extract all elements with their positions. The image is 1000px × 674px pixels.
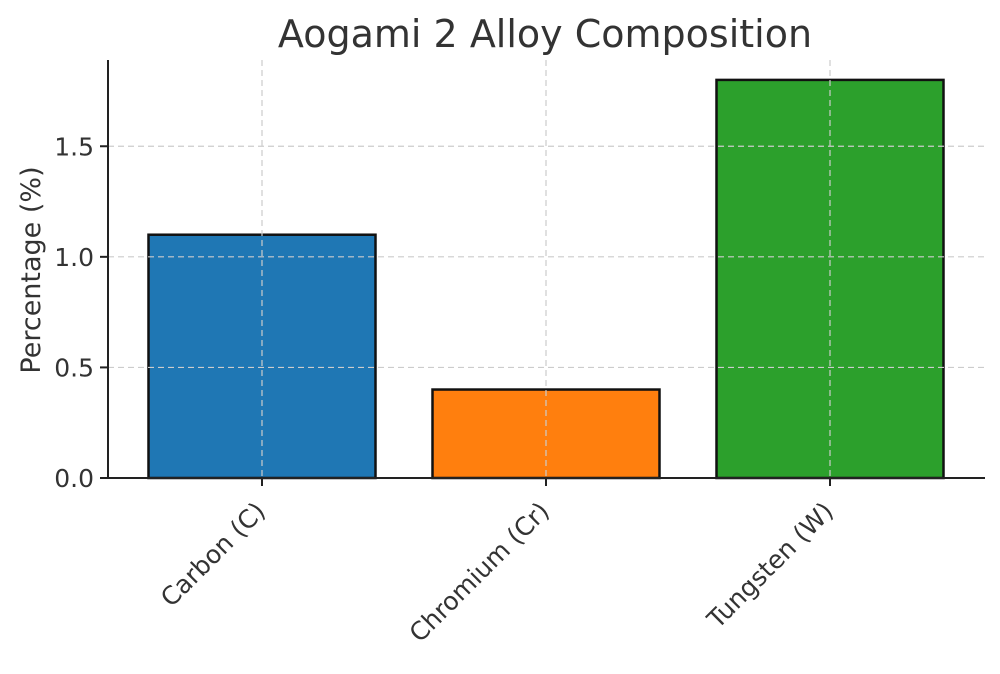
y-axis-label: Percentage (%) (16, 166, 47, 373)
y-tick-label: 1.5 (54, 132, 94, 161)
y-tick-label: 1.0 (54, 243, 94, 272)
x-tick-label: Tungsten (W) (701, 496, 839, 634)
bar-3 (715, 78, 945, 480)
chart-title: Aogami 2 Alloy Composition (278, 12, 812, 56)
x-tick-label: Carbon (C) (155, 496, 271, 612)
x-tick-label: Chromium (Cr) (404, 496, 555, 647)
y-tick-label: 0.5 (54, 353, 94, 382)
bars-layer (147, 78, 945, 480)
y-tick-label: 0.0 (54, 464, 94, 493)
